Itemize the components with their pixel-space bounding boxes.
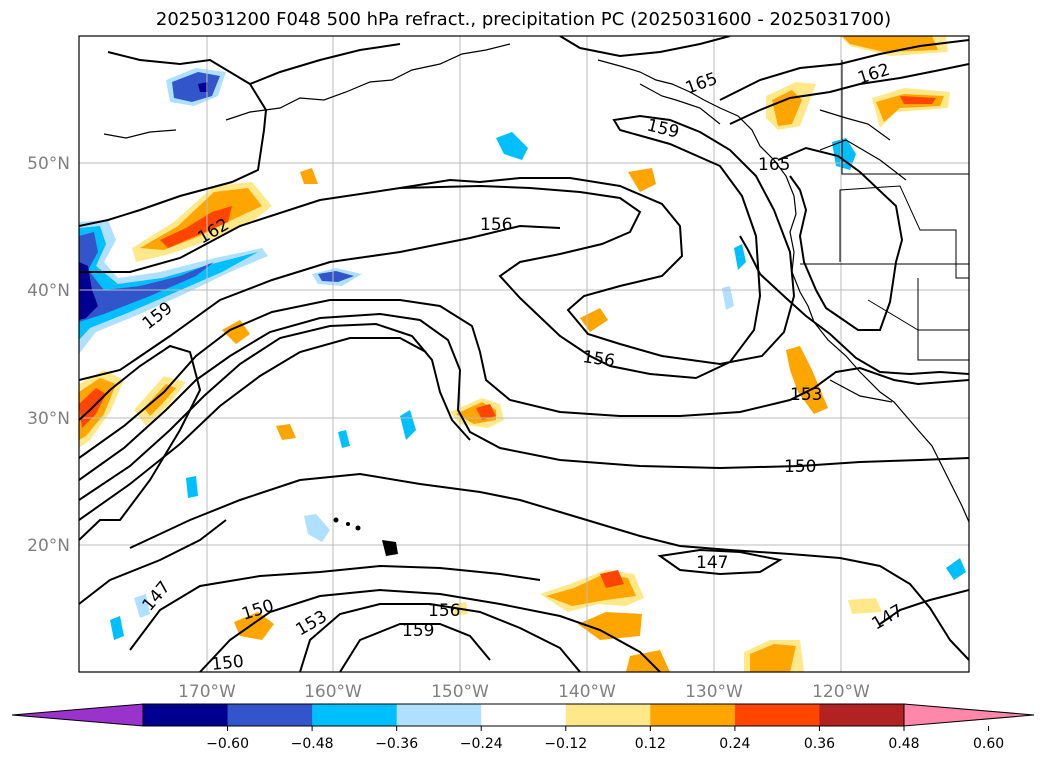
- colorbar-tick-label: −0.60: [206, 736, 249, 752]
- lat-label: 50°N: [27, 154, 70, 174]
- colorbar-segment: [565, 704, 651, 726]
- lat-label: 20°N: [27, 536, 70, 556]
- boundaries: [800, 60, 969, 361]
- colorbar-segment: [312, 704, 398, 726]
- lon-label: 170°W: [178, 682, 236, 702]
- lat-label: 30°N: [27, 409, 70, 429]
- islands: [333, 517, 398, 556]
- colorbar-tick-label: −0.12: [544, 736, 587, 752]
- map-title: 2025031200 F048 500 hPa refract., precip…: [155, 9, 892, 30]
- map-frame: [78, 35, 970, 673]
- colorbar-tick-label: −0.24: [460, 736, 503, 752]
- colorbar-tick-label: 0.12: [635, 736, 666, 752]
- refractivity-contours: [79, 36, 969, 672]
- contour-label: 156: [581, 347, 616, 371]
- colorbar-tick-label: 0.48: [888, 736, 919, 752]
- contour-label: 147: [696, 553, 728, 573]
- colorbar-tick-label: 0.60: [973, 736, 1004, 752]
- lon-label: 160°W: [304, 682, 362, 702]
- colorbar-tick-label: 0.36: [804, 736, 835, 752]
- colorbar-segment: [227, 704, 313, 726]
- colorbar: −0.60 −0.48 −0.36 −0.24 −0.12 0.12 0.24 0.36 0.4…: [11, 703, 1035, 752]
- latitude-labels: 50°N 40°N 30°N 20°N: [27, 154, 70, 556]
- colorbar-tick-label: −0.48: [291, 736, 334, 752]
- colorbar-tick-label: −0.36: [375, 736, 418, 752]
- contour-label: 159: [402, 621, 434, 641]
- contour-label: 156: [428, 601, 460, 621]
- colorbar-frame: [142, 703, 905, 727]
- lat-label: 40°N: [27, 281, 70, 301]
- colorbar-segment: [819, 704, 905, 726]
- contour-label: 150: [784, 457, 816, 477]
- lon-label: 130°W: [685, 682, 743, 702]
- contour-label: 165: [758, 155, 790, 175]
- colorbar-segment: [734, 704, 820, 726]
- contour-label: 150: [210, 652, 244, 675]
- lon-label: 120°W: [812, 682, 870, 702]
- colorbar-segment: [396, 704, 482, 726]
- contour-label: 153: [790, 385, 822, 405]
- map-panel: 156 156 159 159 162 162 165 165 153 150 …: [79, 36, 969, 675]
- lon-label: 140°W: [558, 682, 616, 702]
- longitude-labels: 170°W 160°W 150°W 140°W 130°W 120°W: [178, 682, 870, 702]
- colorbar-segment: [650, 704, 736, 726]
- colorbar-segment: [143, 704, 229, 726]
- lon-label: 150°W: [431, 682, 489, 702]
- colorbar-extend-high: [903, 703, 1035, 727]
- colorbar-extend-low: [11, 703, 144, 727]
- contour-label: 156: [480, 215, 512, 235]
- colorbar-tick-label: 0.24: [719, 736, 750, 752]
- colorbar-segment: [481, 704, 567, 726]
